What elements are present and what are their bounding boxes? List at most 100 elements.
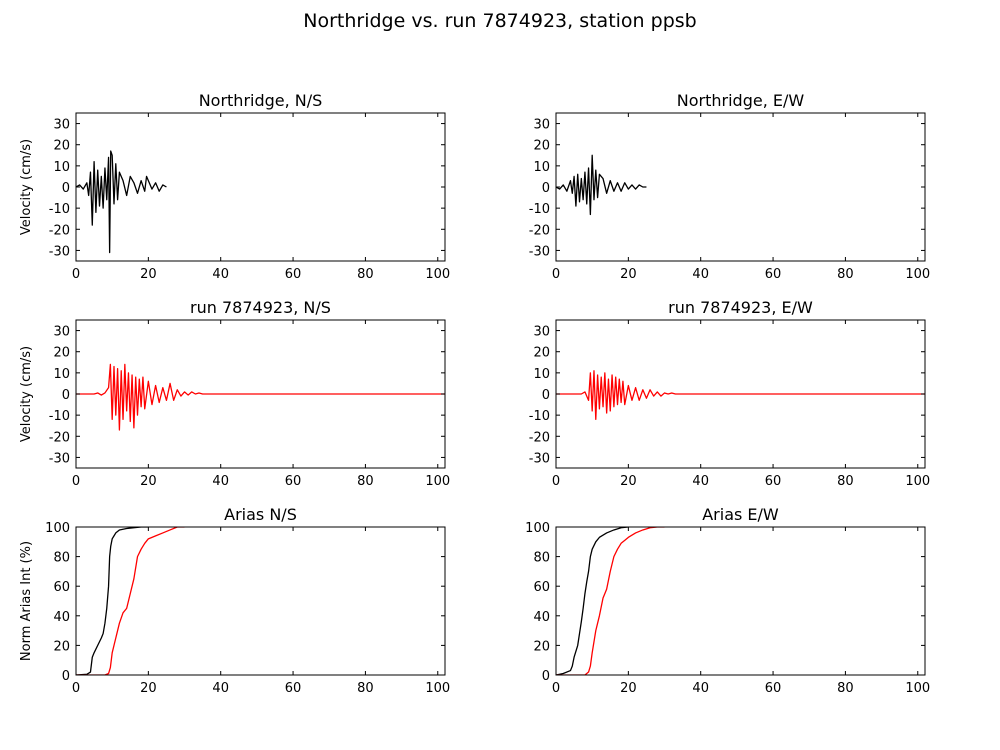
y-tick-label: -30 — [529, 451, 550, 466]
series-line-2 — [76, 527, 185, 675]
y-tick-label: 10 — [533, 160, 550, 175]
y-tick-label: 20 — [533, 639, 550, 654]
series-line-1 — [76, 527, 149, 675]
axes-frame — [555, 112, 926, 262]
subplot-6: 0 20 40 60 80 100 0 20 40 60 80 100 Arias E/W — [525, 505, 930, 696]
y-tick-label: 0 — [542, 388, 550, 403]
x-tick-label: 80 — [357, 267, 374, 282]
y-tick-label: -10 — [49, 409, 70, 424]
series-line-2 — [556, 527, 665, 675]
subplot-title: Arias N/S — [224, 505, 297, 524]
x-tick-label: 60 — [765, 267, 782, 282]
series-line-1 — [76, 150, 167, 254]
figure-title: Northridge vs. run 7874923, station ppsb — [303, 10, 697, 32]
subplot-title: run 7874923, N/S — [190, 298, 331, 317]
y-tick-label: 30 — [533, 118, 550, 133]
y-tick-label: 20 — [533, 139, 550, 154]
series-line-1 — [556, 154, 647, 216]
y-axis-label: Velocity (cm/s) — [19, 346, 34, 442]
y-tick-label: 40 — [53, 610, 70, 625]
x-tick-label: 20 — [620, 474, 637, 489]
x-tick-label: 0 — [552, 681, 560, 696]
y-tick-label: 80 — [533, 551, 550, 566]
x-tick-label: 60 — [285, 474, 302, 489]
y-tick-label: 80 — [53, 551, 70, 566]
x-tick-label: 40 — [212, 681, 229, 696]
x-tick-label: 80 — [837, 267, 854, 282]
x-tick-label: 40 — [212, 474, 229, 489]
x-tick-label: 40 — [692, 681, 709, 696]
x-tick-label: 0 — [552, 267, 560, 282]
y-tick-label: 20 — [533, 346, 550, 361]
x-tick-label: 20 — [620, 267, 637, 282]
x-tick-label: 60 — [765, 681, 782, 696]
subplot-2: 0 20 40 60 80 100 -30 -20 -10 0 10 20 30 Northridge, … — [529, 91, 930, 282]
y-tick-label: 40 — [533, 610, 550, 625]
y-tick-label: 30 — [533, 325, 550, 340]
series-line-1 — [76, 363, 445, 431]
y-tick-label: -20 — [49, 223, 70, 238]
y-tick-label: -30 — [49, 451, 70, 466]
y-tick-label: 30 — [53, 118, 70, 133]
y-tick-label: 0 — [542, 181, 550, 196]
axes-frame — [555, 526, 926, 676]
y-tick-label: 0 — [62, 181, 70, 196]
x-tick-label: 60 — [285, 681, 302, 696]
x-tick-label: 40 — [692, 267, 709, 282]
x-tick-label: 80 — [357, 681, 374, 696]
subplot-1: 0 20 40 60 80 100 -30 -20 -10 0 10 20 30 Northridge, … — [19, 91, 450, 282]
y-tick-label: -20 — [529, 223, 550, 238]
subplot-3: 0 20 40 60 80 100 -30 -20 -10 0 10 20 30 run 7874923,… — [19, 298, 450, 489]
x-tick-label: 60 — [765, 474, 782, 489]
axes-frame — [75, 526, 446, 676]
subplot-title: Northridge, E/W — [677, 91, 805, 110]
x-tick-label: 20 — [140, 474, 157, 489]
y-tick-label: -20 — [49, 430, 70, 445]
y-axis-label: Norm Arias Int (%) — [19, 541, 34, 661]
y-tick-label: -10 — [529, 409, 550, 424]
series-line-1 — [556, 370, 925, 421]
x-tick-label: 60 — [285, 267, 302, 282]
y-tick-label: 60 — [533, 580, 550, 595]
y-tick-label: 0 — [62, 388, 70, 403]
subplot-4: 0 20 40 60 80 100 -30 -20 -10 0 10 20 30 run 7874923,… — [529, 298, 930, 489]
y-tick-label: 100 — [45, 521, 70, 536]
y-tick-label: 60 — [53, 580, 70, 595]
x-tick-label: 0 — [552, 474, 560, 489]
x-tick-label: 40 — [212, 267, 229, 282]
axes-frame — [75, 112, 446, 262]
x-tick-label: 0 — [72, 474, 80, 489]
y-tick-label: -30 — [529, 244, 550, 259]
y-tick-label: 20 — [53, 346, 70, 361]
x-tick-label: 80 — [837, 474, 854, 489]
y-tick-label: -10 — [49, 202, 70, 217]
x-tick-label: 100 — [425, 681, 450, 696]
x-tick-label: 100 — [425, 267, 450, 282]
y-tick-label: 20 — [53, 639, 70, 654]
x-tick-label: 80 — [837, 681, 854, 696]
x-tick-label: 20 — [140, 681, 157, 696]
y-tick-label: 0 — [62, 669, 70, 684]
y-tick-label: -30 — [49, 244, 70, 259]
y-tick-label: 0 — [542, 669, 550, 684]
x-tick-label: 0 — [72, 681, 80, 696]
subplot-title: Northridge, N/S — [199, 91, 323, 110]
x-tick-label: 80 — [357, 474, 374, 489]
x-tick-label: 100 — [905, 681, 930, 696]
y-tick-label: 10 — [53, 367, 70, 382]
y-tick-label: 10 — [53, 160, 70, 175]
y-tick-label: -10 — [529, 202, 550, 217]
y-tick-label: 100 — [525, 521, 550, 536]
x-tick-label: 20 — [140, 267, 157, 282]
x-tick-label: 0 — [72, 267, 80, 282]
x-tick-label: 100 — [905, 474, 930, 489]
y-tick-label: -20 — [529, 430, 550, 445]
y-axis-label: Velocity (cm/s) — [19, 139, 34, 235]
x-tick-label: 20 — [620, 681, 637, 696]
subplot-title: run 7874923, E/W — [668, 298, 813, 317]
subplot-title: Arias E/W — [702, 505, 779, 524]
y-tick-label: 10 — [533, 367, 550, 382]
series-line-1 — [556, 527, 629, 675]
